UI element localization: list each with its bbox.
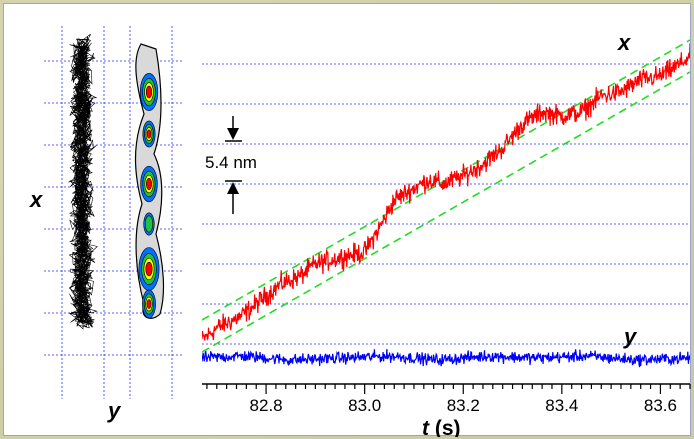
x-series-label: x — [617, 30, 631, 55]
x-tick-label: 83.2 — [447, 396, 480, 415]
trajectory-scatter — [68, 33, 98, 330]
plot-canvas: x y x y 5.4 nm 82.8 83.0 83.2 83.4 83.6 t (s… — [29, 26, 691, 437]
density-contour-map — [134, 43, 165, 319]
contour-level — [146, 299, 152, 309]
contour-level — [145, 85, 153, 99]
trajectory-y-label: y — [107, 398, 122, 423]
scale-bar-label: 5.4 nm — [205, 153, 257, 172]
trajectory-path — [68, 33, 98, 330]
x-tick-label: 83.6 — [644, 396, 677, 415]
guide-line — [202, 71, 690, 353]
time-axis-label: t (s) — [422, 417, 461, 437]
x-tick-label: 83.4 — [545, 396, 578, 415]
contour-level — [145, 261, 153, 277]
horizontal-gridlines — [202, 63, 690, 345]
contour-level — [146, 178, 152, 190]
y-series-label: y — [623, 324, 638, 349]
contour-level — [144, 215, 154, 233]
figure-panel: x y x y 5.4 nm 82.8 83.0 83.2 83.4 83.6 t (s… — [3, 3, 691, 437]
scale-bar: 5.4 nm — [205, 116, 257, 214]
trajectory-x-label: x — [29, 187, 43, 212]
y-series-line — [202, 349, 690, 368]
trajectory-grid — [44, 26, 122, 399]
x-series-line — [202, 43, 690, 341]
time-axis: 82.8 83.0 83.2 83.4 83.6 — [202, 383, 691, 415]
x-tick-label: 83.0 — [348, 396, 381, 415]
contour-level — [146, 129, 152, 139]
x-tick-label: 82.8 — [250, 396, 283, 415]
